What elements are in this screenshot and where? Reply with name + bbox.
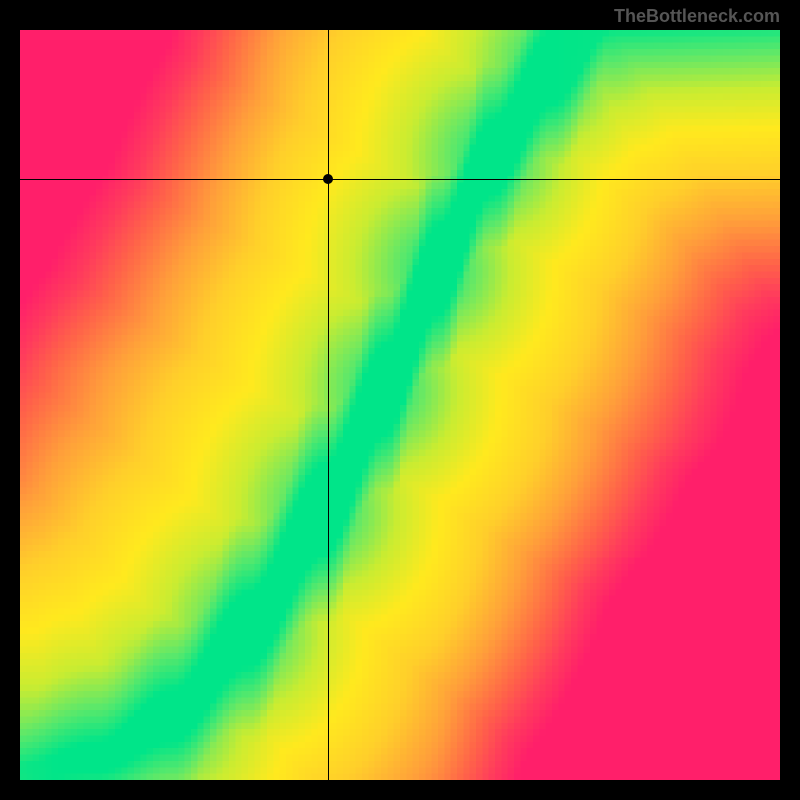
watermark-text: TheBottleneck.com bbox=[614, 6, 780, 27]
heatmap-canvas bbox=[20, 30, 780, 780]
plot-area bbox=[20, 30, 780, 780]
crosshair-horizontal bbox=[20, 179, 780, 180]
chart-container: TheBottleneck.com bbox=[0, 0, 800, 800]
crosshair-vertical bbox=[328, 30, 329, 780]
crosshair-marker bbox=[323, 174, 333, 184]
